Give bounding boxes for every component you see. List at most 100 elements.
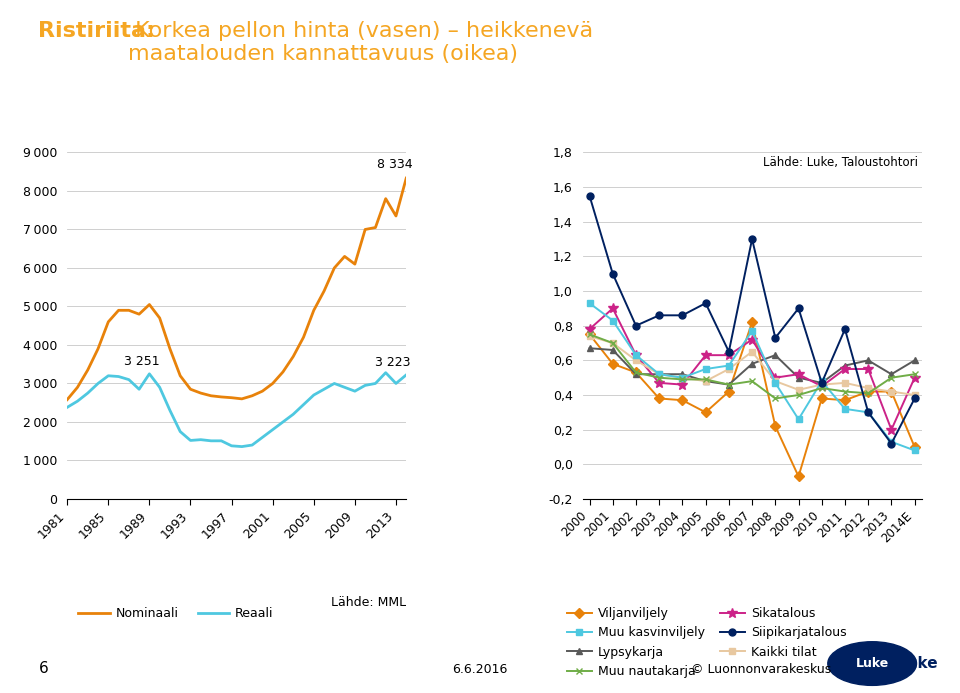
Kaikki tilat bbox=[723, 365, 734, 373]
Viljanviljely bbox=[909, 443, 921, 451]
Line: Kaikki tilat: Kaikki tilat bbox=[586, 333, 918, 398]
Siipikarjatalous bbox=[886, 439, 898, 448]
Text: 3 251: 3 251 bbox=[124, 355, 159, 368]
Muu kasvinviljely bbox=[886, 438, 898, 446]
Kaikki tilat bbox=[770, 377, 781, 385]
Siipikarjatalous bbox=[677, 311, 688, 319]
Viljanviljely bbox=[700, 408, 711, 416]
Text: Ristiriita:: Ristiriita: bbox=[38, 21, 156, 41]
Viljanviljely bbox=[584, 331, 595, 339]
Text: © Luonnonvarakeskus: © Luonnonvarakeskus bbox=[691, 663, 831, 676]
Muu kasvinviljely bbox=[654, 370, 665, 378]
Lypsykarja bbox=[630, 370, 641, 378]
Muu kasvinviljely bbox=[770, 378, 781, 387]
Muu nautakarja bbox=[839, 387, 851, 396]
Kaikki tilat bbox=[584, 332, 595, 340]
Lypsykarja bbox=[816, 378, 828, 387]
Kaikki tilat bbox=[654, 370, 665, 378]
Sikatalous bbox=[862, 365, 874, 373]
Muu kasvinviljely bbox=[584, 299, 595, 308]
Lypsykarja bbox=[700, 377, 711, 385]
Lypsykarja bbox=[839, 362, 851, 370]
Kaikki tilat bbox=[607, 339, 618, 347]
Siipikarjatalous bbox=[630, 322, 641, 330]
Text: 3 223: 3 223 bbox=[375, 356, 411, 369]
Text: 8 334: 8 334 bbox=[377, 158, 413, 171]
Muu kasvinviljely bbox=[909, 446, 921, 455]
Siipikarjatalous bbox=[909, 394, 921, 403]
Sikatalous bbox=[584, 325, 595, 333]
Viljanviljely bbox=[839, 396, 851, 404]
Sikatalous bbox=[793, 370, 804, 378]
Siipikarjatalous bbox=[654, 311, 665, 319]
Lypsykarja bbox=[584, 344, 595, 352]
Muu nautakarja bbox=[630, 368, 641, 376]
Kaikki tilat bbox=[793, 385, 804, 394]
Viljanviljely bbox=[816, 394, 828, 403]
Line: Muu kasvinviljely: Muu kasvinviljely bbox=[586, 299, 918, 454]
Text: Lähde: Luke, Taloustohtori: Lähde: Luke, Taloustohtori bbox=[763, 156, 918, 169]
Text: Luke: Luke bbox=[855, 657, 889, 670]
Lypsykarja bbox=[607, 346, 618, 354]
Viljanviljely bbox=[677, 396, 688, 404]
Muu nautakarja bbox=[770, 394, 781, 403]
Line: Sikatalous: Sikatalous bbox=[585, 304, 920, 435]
Viljanviljely bbox=[630, 368, 641, 376]
Sikatalous bbox=[770, 374, 781, 382]
Muu nautakarja bbox=[909, 370, 921, 378]
Legend: Viljanviljely, Muu kasvinviljely, Lypsykarja, Muu nautakarja, Sikatalous, Siipik: Viljanviljely, Muu kasvinviljely, Lypsyk… bbox=[562, 602, 852, 683]
Line: Lypsykarja: Lypsykarja bbox=[586, 344, 918, 388]
Muu kasvinviljely bbox=[793, 415, 804, 423]
Circle shape bbox=[828, 642, 917, 685]
Muu kasvinviljely bbox=[700, 365, 711, 373]
Muu kasvinviljely bbox=[862, 408, 874, 416]
Muu nautakarja bbox=[607, 339, 618, 347]
Muu kasvinviljely bbox=[746, 327, 757, 335]
Lypsykarja bbox=[654, 370, 665, 378]
Viljanviljely bbox=[886, 387, 898, 396]
Line: Viljanviljely: Viljanviljely bbox=[586, 319, 918, 480]
Viljanviljely bbox=[793, 473, 804, 481]
Muu kasvinviljely bbox=[839, 405, 851, 413]
Sikatalous bbox=[886, 426, 898, 434]
Kaikki tilat bbox=[630, 356, 641, 365]
Viljanviljely bbox=[723, 387, 734, 396]
Sikatalous bbox=[909, 374, 921, 382]
Siipikarjatalous bbox=[816, 378, 828, 387]
Muu kasvinviljely bbox=[816, 377, 828, 385]
Viljanviljely bbox=[862, 387, 874, 396]
Muu kasvinviljely bbox=[723, 362, 734, 370]
Siipikarjatalous bbox=[700, 299, 711, 308]
Kaikki tilat bbox=[839, 378, 851, 387]
Siipikarjatalous bbox=[746, 235, 757, 243]
Siipikarjatalous bbox=[584, 192, 595, 200]
Sikatalous bbox=[816, 382, 828, 390]
Kaikki tilat bbox=[746, 348, 757, 356]
Lypsykarja bbox=[723, 380, 734, 389]
Siipikarjatalous bbox=[839, 325, 851, 333]
Lypsykarja bbox=[793, 374, 804, 382]
Sikatalous bbox=[700, 351, 711, 359]
Muu nautakarja bbox=[584, 331, 595, 339]
Lypsykarja bbox=[862, 356, 874, 365]
Lypsykarja bbox=[746, 360, 757, 368]
Siipikarjatalous bbox=[862, 408, 874, 416]
Muu nautakarja bbox=[746, 377, 757, 385]
Legend: Nominaali, Reaali: Nominaali, Reaali bbox=[74, 602, 278, 625]
Muu nautakarja bbox=[654, 374, 665, 382]
Sikatalous bbox=[746, 335, 757, 344]
Text: Lähde: MML: Lähde: MML bbox=[331, 596, 406, 609]
Siipikarjatalous bbox=[607, 270, 618, 278]
Lypsykarja bbox=[677, 370, 688, 378]
Viljanviljely bbox=[607, 360, 618, 368]
Sikatalous bbox=[654, 378, 665, 387]
Muu nautakarja bbox=[886, 374, 898, 382]
Muu nautakarja bbox=[700, 376, 711, 384]
Viljanviljely bbox=[770, 422, 781, 430]
Siipikarjatalous bbox=[723, 348, 734, 356]
Muu kasvinviljely bbox=[630, 351, 641, 359]
Muu kasvinviljely bbox=[607, 316, 618, 324]
Sikatalous bbox=[839, 365, 851, 373]
Lypsykarja bbox=[909, 356, 921, 365]
Muu nautakarja bbox=[677, 376, 688, 384]
